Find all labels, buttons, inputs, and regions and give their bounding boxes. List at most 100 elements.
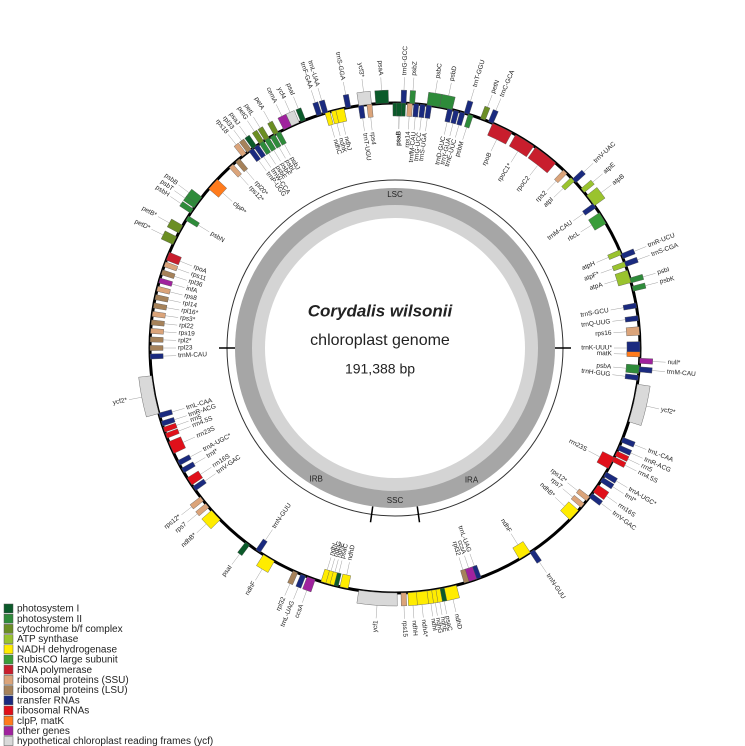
- gene-leader: [336, 123, 341, 137]
- gene-label: trnM-CAU: [178, 351, 207, 359]
- gene-leader: [421, 604, 424, 618]
- gene-box: [463, 100, 474, 115]
- gene-box: [624, 256, 639, 267]
- gene-leader: [330, 558, 335, 572]
- gene-leader: [128, 397, 142, 400]
- genome-subtitle: chloroplast genome: [310, 332, 450, 349]
- gene-leader: [171, 283, 185, 288]
- gene-leader: [268, 153, 276, 165]
- gene-box: [287, 570, 298, 586]
- gene-leader: [170, 196, 182, 204]
- gene-label: trnG-UCC: [413, 132, 423, 162]
- gene-box: [611, 261, 627, 272]
- gene-label: trnT-UGU: [361, 133, 372, 162]
- gene-label: null*: [667, 359, 680, 367]
- gene-box: [201, 510, 221, 530]
- gene-box: [228, 163, 242, 178]
- gene-leader: [157, 216, 170, 224]
- gene-leader: [448, 82, 452, 96]
- gene-leader: [151, 229, 164, 236]
- legend-swatch: [3, 634, 14, 644]
- legend-label: RNA polymerase: [17, 665, 92, 676]
- gene-box: [639, 358, 653, 365]
- gene-leader: [200, 467, 212, 475]
- gene-leader: [245, 170, 255, 181]
- gene-leader: [317, 88, 322, 101]
- gene-box: [625, 363, 640, 374]
- gene-leader: [419, 117, 422, 131]
- gene-box: [162, 422, 178, 433]
- legend-label: photosystem I: [17, 604, 79, 615]
- gene-box: [426, 91, 443, 108]
- region-boundary: [369, 506, 374, 523]
- gene-leader: [166, 307, 180, 311]
- gene-label: rpl16*: [181, 307, 199, 317]
- gene-label: rpoC1*: [496, 162, 513, 183]
- gene-label: trnC-GCA: [499, 69, 517, 99]
- gene-box: [560, 501, 579, 521]
- gene-label: ccsA: [456, 539, 467, 555]
- gene-label: rpoB: [481, 152, 493, 167]
- gene-box: [185, 215, 200, 228]
- gene-label: psaB: [395, 131, 402, 146]
- gene-label: rpl36: [187, 278, 203, 289]
- gene-leader: [284, 583, 291, 596]
- gene-box: [592, 484, 610, 500]
- gene-label: ndhD: [347, 544, 357, 561]
- gene-label: rpoA: [192, 264, 208, 276]
- gene-label: ndhA*: [420, 619, 429, 638]
- species-title: Corydalis wilsonii: [308, 301, 454, 320]
- gene-box: [324, 111, 334, 126]
- gene-label: psbC: [434, 63, 443, 79]
- gene-label: psbK: [659, 275, 676, 286]
- gene-box: [248, 148, 261, 163]
- gene-leader: [247, 120, 255, 132]
- legend-swatch: [3, 664, 14, 675]
- gene-leader: [452, 599, 457, 613]
- gene-label: rps3*: [180, 315, 196, 324]
- gene-leader: [273, 150, 281, 162]
- legend-swatch: [3, 613, 14, 624]
- gene-leader: [634, 246, 647, 252]
- gene-label: rpl14: [182, 300, 198, 310]
- gene-leader: [464, 555, 469, 569]
- legend-swatch: [3, 715, 14, 726]
- region-label: IRB: [310, 474, 323, 483]
- gene-leader: [413, 116, 416, 130]
- gene-leader: [490, 139, 497, 152]
- gene-leader: [263, 156, 272, 168]
- gene-box: [153, 302, 168, 311]
- gene-box: [285, 110, 300, 127]
- gene-leader: [588, 450, 600, 458]
- gene-leader: [637, 255, 650, 260]
- legend-swatch: [3, 644, 14, 655]
- gene-label: psbN: [209, 230, 226, 244]
- gene-box: [407, 591, 418, 606]
- gene-label: atpA: [589, 281, 604, 292]
- gene-leader: [606, 495, 618, 504]
- gene-label: atpH: [581, 260, 597, 272]
- gene-leader: [293, 96, 299, 109]
- gene-leader: [470, 88, 475, 102]
- gene-box: [464, 113, 474, 129]
- gene-label: trnN-GUU: [271, 502, 293, 530]
- gene-leader: [455, 124, 460, 138]
- gene-box: [237, 541, 250, 556]
- gene-leader: [600, 503, 612, 512]
- legend-label: transfer RNAs: [17, 695, 80, 706]
- gene-box: [149, 336, 164, 343]
- gene-box: [603, 471, 618, 484]
- gene-box: [165, 428, 180, 439]
- gene-box: [439, 94, 456, 111]
- gene-leader: [495, 98, 502, 111]
- gene-leader: [613, 331, 627, 333]
- gene-leader: [181, 506, 192, 516]
- gene-box: [580, 179, 595, 193]
- gene-leader: [278, 146, 286, 159]
- legend-label: ribosomal proteins (LSU): [17, 685, 128, 696]
- gene-leader: [338, 560, 343, 574]
- gene-box: [335, 108, 348, 124]
- gene-box: [356, 90, 372, 106]
- gene-label: ycf2*: [660, 406, 676, 416]
